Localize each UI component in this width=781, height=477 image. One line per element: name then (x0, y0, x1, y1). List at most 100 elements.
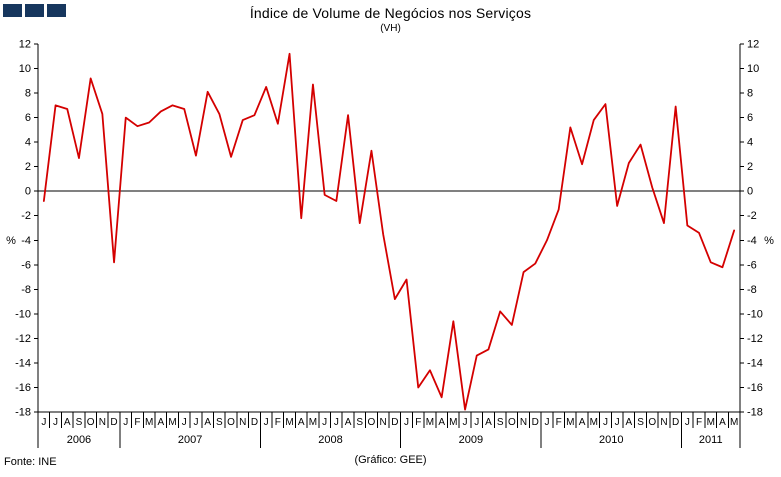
month-label: J (193, 417, 198, 428)
month-label: S (497, 417, 504, 428)
y-tick-label: -8 (747, 284, 757, 296)
y-tick-label: 0 (25, 186, 31, 198)
month-label: J (322, 417, 327, 428)
y-tick-label: 12 (747, 39, 759, 51)
month-label: M (145, 417, 153, 428)
month-label: D (391, 417, 398, 428)
month-label: O (368, 417, 376, 428)
month-label: A (719, 417, 726, 428)
source-label: Fonte: INE (4, 456, 57, 468)
logo-square (3, 4, 22, 17)
month-label: S (356, 417, 363, 428)
y-tick-label: 0 (747, 186, 753, 198)
month-label: F (696, 417, 702, 428)
y-tick-label: 10 (747, 63, 759, 75)
y-tick-label: -6 (747, 259, 757, 271)
y-tick-label: -14 (747, 357, 763, 369)
month-label: J (41, 417, 46, 428)
month-label: A (204, 417, 211, 428)
y-tick-label: -12 (747, 333, 763, 345)
month-label: M (426, 417, 434, 428)
month-label: M (449, 417, 457, 428)
year-label: 2007 (178, 434, 202, 446)
y-tick-label: -18 (747, 407, 763, 419)
month-label: N (520, 417, 527, 428)
gee-logo (3, 4, 66, 17)
month-label: M (168, 417, 176, 428)
month-label: A (626, 417, 633, 428)
month-label: N (99, 417, 106, 428)
year-label: 2009 (459, 434, 483, 446)
y-tick-label: 6 (25, 112, 31, 124)
month-label: J (474, 417, 479, 428)
year-label: 2008 (318, 434, 342, 446)
y-tick-label: -6 (21, 259, 31, 271)
y-tick-label: -18 (15, 407, 31, 419)
month-label: D (110, 417, 117, 428)
month-label: F (275, 417, 281, 428)
y-tick-label: 4 (747, 137, 753, 149)
month-label: M (285, 417, 293, 428)
y-tick-label: -14 (15, 357, 31, 369)
month-label: F (415, 417, 421, 428)
month-label: A (64, 417, 71, 428)
month-label: D (672, 417, 679, 428)
month-label: M (566, 417, 574, 428)
month-label: O (227, 417, 235, 428)
month-label: S (76, 417, 83, 428)
month-label: M (590, 417, 598, 428)
y-tick-label: 2 (747, 161, 753, 173)
month-label: D (251, 417, 258, 428)
y-tick-label: -12 (15, 333, 31, 345)
month-label: N (660, 417, 667, 428)
month-label: A (298, 417, 305, 428)
month-label: S (216, 417, 223, 428)
month-label: A (158, 417, 165, 428)
y-tick-label: 8 (25, 88, 31, 100)
chart-title: Índice de Volume de Negócios nos Serviço… (249, 5, 532, 21)
month-label: F (134, 417, 140, 428)
series-line (42, 52, 736, 411)
month-label: M (730, 417, 738, 428)
chart-subtitle: (VH) (380, 23, 401, 34)
month-label: J (123, 417, 128, 428)
month-label: M (309, 417, 317, 428)
y-tick-label: -2 (21, 210, 31, 222)
month-label: J (264, 417, 269, 428)
month-label: J (404, 417, 409, 428)
month-label: F (556, 417, 562, 428)
logo-square (25, 4, 44, 17)
month-label: J (544, 417, 549, 428)
month-label: O (87, 417, 95, 428)
month-label: O (648, 417, 656, 428)
y-tick-label: -2 (747, 210, 757, 222)
y-tick-label: 8 (747, 88, 753, 100)
year-label: 2011 (699, 434, 723, 446)
month-label: A (485, 417, 492, 428)
month-label: A (579, 417, 586, 428)
month-label: O (508, 417, 516, 428)
y-tick-label: 4 (25, 137, 31, 149)
y-tick-label: 12 (19, 39, 31, 51)
left-unit-label: % (6, 235, 16, 247)
month-label: J (603, 417, 608, 428)
y-tick-label: 10 (19, 63, 31, 75)
y-tick-label: -16 (747, 382, 763, 394)
y-tick-label: -10 (747, 308, 763, 320)
month-label: J (463, 417, 468, 428)
month-label: J (685, 417, 690, 428)
month-label: N (239, 417, 246, 428)
credit-label: (Gráfico: GEE) (354, 454, 427, 466)
y-tick-label: 6 (747, 112, 753, 124)
month-label: J (334, 417, 339, 428)
month-label: M (707, 417, 715, 428)
y-tick-label: -16 (15, 382, 31, 394)
year-label: 2006 (67, 434, 91, 446)
month-label: A (345, 417, 352, 428)
month-label: J (182, 417, 187, 428)
y-tick-label: -8 (21, 284, 31, 296)
month-label: J (53, 417, 58, 428)
y-tick-label: 2 (25, 161, 31, 173)
